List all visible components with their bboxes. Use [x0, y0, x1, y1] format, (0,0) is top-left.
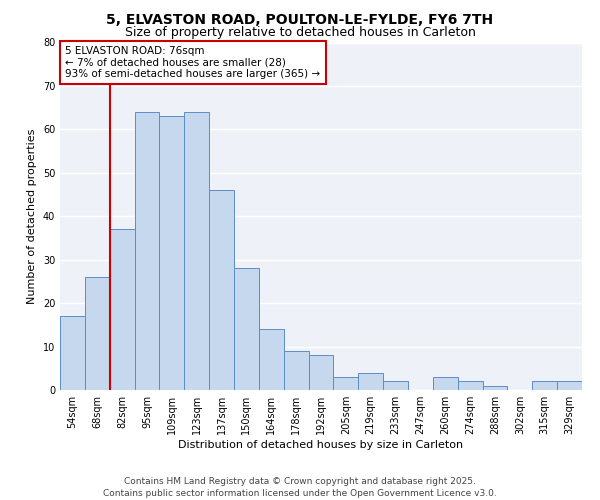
Y-axis label: Number of detached properties: Number of detached properties — [27, 128, 37, 304]
Bar — [110, 230, 134, 390]
Bar — [134, 112, 160, 390]
Bar — [308, 355, 334, 390]
Bar — [433, 377, 458, 390]
Bar — [334, 377, 358, 390]
X-axis label: Distribution of detached houses by size in Carleton: Distribution of detached houses by size … — [178, 440, 464, 450]
Text: Size of property relative to detached houses in Carleton: Size of property relative to detached ho… — [125, 26, 475, 39]
Bar — [209, 190, 234, 390]
Text: Contains HM Land Registry data © Crown copyright and database right 2025.
Contai: Contains HM Land Registry data © Crown c… — [103, 476, 497, 498]
Bar — [482, 386, 508, 390]
Bar — [557, 382, 582, 390]
Text: 5 ELVASTON ROAD: 76sqm
← 7% of detached houses are smaller (28)
93% of semi-deta: 5 ELVASTON ROAD: 76sqm ← 7% of detached … — [65, 46, 320, 79]
Bar — [259, 329, 284, 390]
Bar — [184, 112, 209, 390]
Bar — [358, 372, 383, 390]
Bar — [85, 277, 110, 390]
Bar — [458, 382, 482, 390]
Bar — [160, 116, 184, 390]
Bar — [532, 382, 557, 390]
Bar — [284, 351, 308, 390]
Text: 5, ELVASTON ROAD, POULTON-LE-FYLDE, FY6 7TH: 5, ELVASTON ROAD, POULTON-LE-FYLDE, FY6 … — [106, 12, 494, 26]
Bar — [234, 268, 259, 390]
Bar — [383, 382, 408, 390]
Bar — [60, 316, 85, 390]
